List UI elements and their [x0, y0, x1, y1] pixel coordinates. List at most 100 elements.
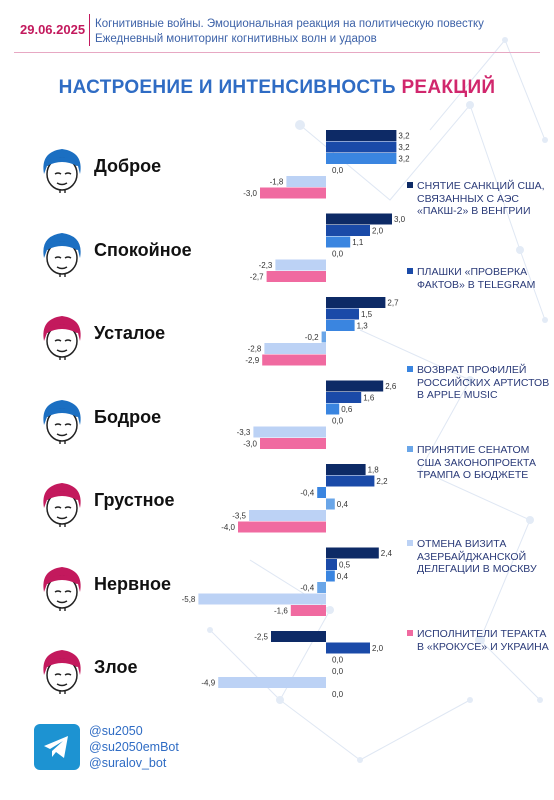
- bar-value-label: 2,2: [376, 477, 388, 486]
- bar-value-label: -1,8: [270, 178, 284, 187]
- bar: [271, 631, 326, 642]
- bar-value-label: 1,6: [363, 394, 375, 403]
- bar: [326, 225, 370, 236]
- legend-swatch: [407, 630, 413, 636]
- handle-link[interactable]: @su2050: [89, 724, 143, 738]
- social-handles: @su2050 @su2050emBot @suralov_bot: [89, 723, 209, 771]
- bar: [218, 677, 326, 688]
- bar: [326, 547, 379, 559]
- bar-value-label: -1,6: [274, 607, 288, 616]
- bar-value-label: -3,5: [232, 512, 246, 521]
- bar: [326, 392, 362, 403]
- bar: [238, 521, 326, 533]
- bar: [262, 354, 326, 366]
- header-line-2: Ежедневный мониторинг когнитивных волн и…: [95, 33, 377, 45]
- legend-item: ОТМЕНА ВИЗИТА АЗЕРБАЙДЖАНСКОЙ ДЕЛЕГАЦИИ …: [407, 538, 552, 576]
- bar-value-label: 3,0: [394, 215, 406, 224]
- bar-value-label: -3,3: [237, 428, 251, 437]
- face-blue-icon: [38, 228, 86, 283]
- legend-swatch: [407, 446, 413, 452]
- bar: [326, 380, 384, 392]
- bar-value-label: 3,2: [398, 155, 410, 164]
- legend-swatch: [407, 268, 413, 274]
- mood-label: Злое: [94, 657, 138, 677]
- bar: [326, 213, 392, 225]
- face-red-icon: [38, 562, 86, 617]
- handle-link[interactable]: @su2050emBot: [89, 740, 179, 754]
- bar: [326, 308, 359, 320]
- bar: [275, 259, 326, 271]
- legend-item: СНЯТИЕ САНКЦИЙ США, СВЯЗАННЫХ С АЭС «ПАК…: [407, 180, 552, 218]
- bar: [321, 331, 326, 343]
- legend-item: ПРИНЯТИЕ СЕНАТОМ США ЗАКОНОПРОЕКТА ТРАМП…: [407, 444, 552, 482]
- bar-value-label: -4,0: [221, 523, 235, 532]
- face-red-icon: [38, 478, 86, 533]
- bar: [253, 426, 326, 438]
- bar-value-label: 0,5: [339, 561, 351, 570]
- bar-value-label: 2,6: [385, 382, 397, 391]
- header-line-1: Когнитивные войны. Эмоциональная реакция…: [95, 18, 484, 30]
- bar-value-label: -2,3: [259, 261, 273, 270]
- bar: [326, 464, 366, 475]
- face-blue-icon: [38, 395, 86, 450]
- bar-value-label: 2,0: [372, 227, 384, 236]
- bar-value-label: 1,8: [368, 466, 380, 475]
- bar: [326, 236, 351, 248]
- bar-value-label: -0,4: [300, 489, 314, 498]
- legend-swatch: [407, 182, 413, 188]
- bar-value-label: 0,0: [332, 166, 344, 175]
- title-part-2: РЕАКЦИЙ: [401, 77, 496, 98]
- bar-value-label: 0,0: [332, 667, 344, 676]
- face-red-icon: [38, 645, 86, 700]
- legend-item: ИСПОЛНИТЕЛИ ТЕРАКТА В «КРОКУСЕ» И УКРАИН…: [407, 628, 552, 653]
- bar-value-label: 1,3: [357, 322, 369, 331]
- mood-label: Бодрое: [94, 406, 162, 427]
- bar: [326, 403, 340, 415]
- header-divider: [89, 14, 90, 46]
- bar-value-label: 0,0: [332, 690, 344, 699]
- bar-value-label: -0,2: [305, 333, 319, 342]
- bar: [260, 438, 326, 449]
- bar: [264, 343, 326, 354]
- bar: [326, 570, 335, 582]
- bar: [326, 559, 337, 570]
- legend-item: ВОЗВРАТ ПРОФИЛЕЙ РОССИЙСКИХ АРТИСТОВ В A…: [407, 364, 552, 402]
- bar: [326, 498, 335, 510]
- bar: [326, 130, 397, 141]
- page-title: НАСТРОЕНИЕ И ИНТЕНСИВНОСТЬ РЕАКЦИЙ: [0, 77, 554, 99]
- bar-value-label: 1,5: [361, 310, 373, 319]
- mood-label: Усталое: [94, 323, 166, 343]
- legend-label: ОТМЕНА ВИЗИТА АЗЕРБАЙДЖАНСКОЙ ДЕЛЕГАЦИИ …: [417, 538, 537, 575]
- telegram-icon[interactable]: [34, 724, 80, 770]
- legend-label: СНЯТИЕ САНКЦИЙ США, СВЯЗАННЫХ С АЭС «ПАК…: [417, 180, 545, 217]
- mood-label: Спокойное: [94, 239, 192, 260]
- bar: [198, 593, 326, 605]
- bar-value-label: -5,8: [182, 595, 196, 604]
- bar: [326, 475, 375, 487]
- bar: [326, 153, 397, 164]
- bar-value-label: 0,0: [332, 417, 344, 426]
- bar-value-label: -2,5: [254, 633, 268, 642]
- bar-value-label: -4,9: [201, 679, 215, 688]
- legend-swatch: [407, 366, 413, 372]
- title-part-1: НАСТРОЕНИЕ И ИНТЕНСИВНОСТЬ: [58, 77, 396, 98]
- bar-value-label: -3,0: [243, 189, 257, 198]
- legend-label: ПРИНЯТИЕ СЕНАТОМ США ЗАКОНОПРОЕКТА ТРАМП…: [417, 444, 537, 481]
- mood-label: Грустное: [94, 490, 175, 510]
- bar-value-label: 2,0: [372, 644, 384, 653]
- bar-value-label: -2,8: [248, 345, 262, 354]
- bar-value-label: 0,4: [337, 500, 349, 509]
- bar-value-label: 0,0: [332, 250, 344, 259]
- bar: [290, 605, 326, 616]
- bar-value-label: 3,2: [398, 143, 410, 152]
- legend-swatch: [407, 540, 413, 546]
- mood-label: Доброе: [94, 156, 162, 176]
- face-red-icon: [38, 311, 86, 366]
- legend-label: ВОЗВРАТ ПРОФИЛЕЙ РОССИЙСКИХ АРТИСТОВ В A…: [417, 364, 550, 401]
- bar: [326, 297, 386, 308]
- bar: [317, 487, 326, 498]
- legend-label: ИСПОЛНИТЕЛИ ТЕРАКТА В «КРОКУСЕ» И УКРАИН…: [417, 628, 549, 653]
- handle-link[interactable]: @suralov_bot: [89, 756, 167, 770]
- face-blue-icon: [38, 144, 86, 199]
